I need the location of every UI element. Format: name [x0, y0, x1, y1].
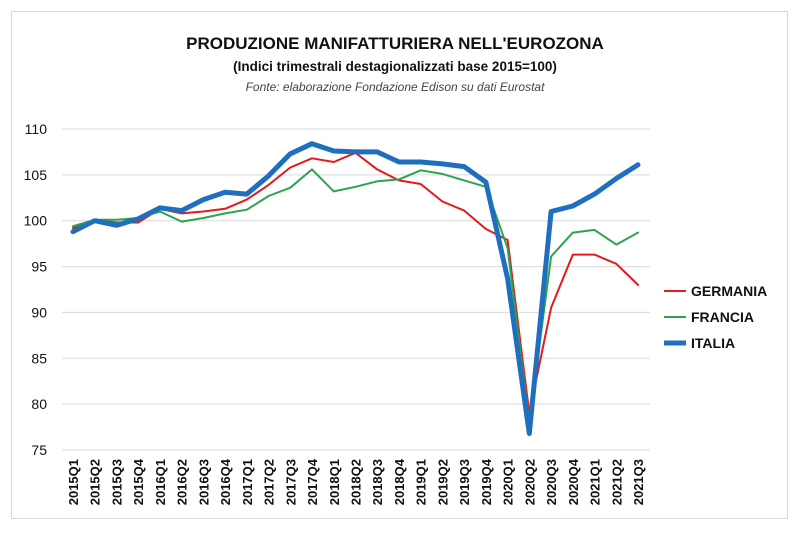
- x-tick-label: 2020Q2: [522, 459, 537, 505]
- x-tick-label: 2016Q4: [218, 458, 233, 505]
- x-tick-label: 2016Q1: [153, 459, 168, 505]
- x-tick-label: 2016Q3: [196, 459, 211, 505]
- chart-subtitle: (Indici trimestrali destagionalizzati ba…: [233, 59, 557, 74]
- y-tick-label: 90: [31, 304, 47, 320]
- x-tick-label: 2019Q2: [435, 459, 450, 505]
- x-tick-label: 2015Q1: [66, 459, 81, 505]
- y-tick-label: 95: [31, 259, 47, 275]
- y-tick-label: 110: [25, 121, 48, 137]
- series-lines: [70, 141, 641, 436]
- y-axis-ticks: 75 80 85 90 95 100 105 110: [24, 121, 48, 458]
- x-tick-label: 2019Q3: [457, 459, 472, 505]
- chart-frame: [11, 11, 788, 519]
- y-tick-label: 105: [24, 167, 48, 183]
- series-line-italia: [70, 141, 641, 436]
- x-tick-label: 2017Q1: [240, 459, 255, 505]
- legend-label-francia: FRANCIA: [691, 309, 754, 325]
- x-tick-label: 2015Q4: [131, 458, 146, 505]
- x-tick-label: 2015Q2: [88, 459, 103, 505]
- legend-label-germania: GERMANIA: [691, 283, 767, 299]
- x-tick-label: 2016Q2: [175, 459, 190, 505]
- x-tick-label: 2017Q2: [262, 459, 277, 505]
- grid-lines: [62, 128, 650, 451]
- x-tick-label: 2018Q2: [349, 459, 364, 505]
- series-line-francia: [72, 168, 639, 424]
- x-tick-label: 2020Q4: [566, 458, 581, 505]
- chart-title: PRODUZIONE MANIFATTURIERA NELL'EUROZONA: [186, 34, 604, 53]
- legend: GERMANIA FRANCIA ITALIA: [664, 283, 767, 351]
- x-tick-label: 2021Q3: [631, 459, 646, 505]
- x-tick-label: 2018Q1: [327, 459, 342, 505]
- y-tick-label: 100: [24, 213, 48, 229]
- series-line-germania: [72, 151, 639, 415]
- x-tick-label: 2017Q4: [305, 458, 320, 505]
- x-axis-ticks: 2015Q1 2015Q2 2015Q3 2015Q4 2016Q1 2016Q2 2016…: [66, 458, 646, 505]
- x-tick-label: 2018Q3: [370, 459, 385, 505]
- legend-label-italia: ITALIA: [691, 335, 735, 351]
- x-tick-label: 2018Q4: [392, 458, 407, 505]
- y-tick-label: 80: [31, 396, 47, 412]
- chart-source: Fonte: elaborazione Fondazione Edison su…: [246, 80, 546, 94]
- x-tick-label: 2019Q1: [414, 459, 429, 505]
- y-tick-label: 75: [31, 442, 47, 458]
- x-tick-label: 2017Q3: [283, 459, 298, 505]
- y-tick-label: 85: [31, 350, 47, 366]
- x-tick-label: 2021Q1: [588, 459, 603, 505]
- x-tick-label: 2020Q1: [501, 459, 516, 505]
- x-tick-label: 2020Q3: [544, 459, 559, 505]
- x-tick-label: 2015Q3: [109, 459, 124, 505]
- x-tick-label: 2021Q2: [609, 459, 624, 505]
- x-tick-label: 2019Q4: [479, 458, 494, 505]
